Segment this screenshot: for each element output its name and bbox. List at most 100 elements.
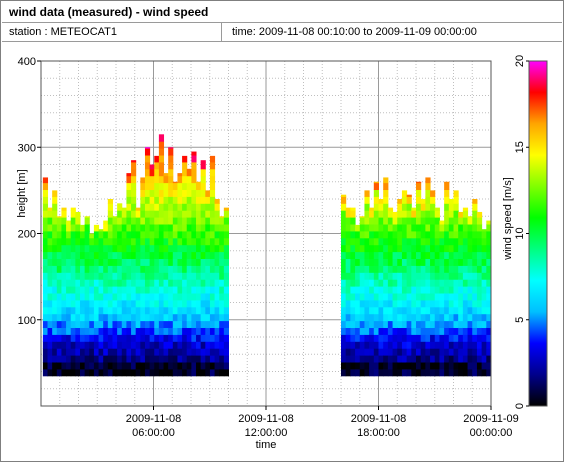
heatmap-cell <box>387 299 394 308</box>
heatmap-cell <box>144 258 151 266</box>
heatmap-cell <box>472 293 478 301</box>
heatmap-cell <box>392 306 398 315</box>
heatmap-cell <box>472 217 478 225</box>
heatmap-cell <box>177 244 183 253</box>
heatmap-cell <box>98 327 104 335</box>
heatmap-cell <box>103 348 109 356</box>
heatmap-cell <box>121 362 127 370</box>
heatmap-cell <box>448 258 454 266</box>
heatmap-cell <box>47 286 53 294</box>
heatmap-cell <box>223 320 229 329</box>
heatmap-cell <box>416 293 422 301</box>
heatmap-cell <box>47 362 53 370</box>
heatmap-cell <box>392 272 398 280</box>
heatmap-cell <box>42 258 49 266</box>
heatmap-cell <box>93 320 100 329</box>
heatmap-cell <box>481 306 487 315</box>
heatmap-cell <box>131 334 137 342</box>
heatmap-cell <box>149 279 155 287</box>
heatmap-cell <box>401 306 408 315</box>
heatmap-cell <box>383 189 389 197</box>
heatmap-cell <box>462 224 469 232</box>
heatmap-cell <box>355 368 361 377</box>
heatmap-cell <box>93 327 100 335</box>
heatmap-cell <box>177 203 183 211</box>
heatmap-cell <box>93 265 100 273</box>
heatmap-cell <box>47 293 53 301</box>
heatmap-cell <box>373 265 379 273</box>
heatmap-cell <box>444 265 450 273</box>
heatmap-cell <box>75 230 81 239</box>
heatmap-cell <box>163 362 169 370</box>
heatmap-cell <box>416 272 422 280</box>
heatmap-cell <box>154 189 160 197</box>
heatmap-cell <box>355 348 361 356</box>
heatmap-cell <box>75 258 81 266</box>
heatmap-cell <box>42 203 49 211</box>
heatmap-cell <box>223 293 229 301</box>
heatmap-cell <box>135 293 141 301</box>
heatmap-cell <box>355 341 361 349</box>
heatmap-cell <box>186 251 192 260</box>
heatmap-cell <box>121 244 127 253</box>
heatmap-cell <box>209 196 216 204</box>
heatmap-cell <box>144 210 151 218</box>
heatmap-cell <box>411 286 417 294</box>
heatmap-cell <box>364 265 370 273</box>
heatmap-cell <box>401 279 408 287</box>
heatmap-cell <box>434 306 440 315</box>
heatmap-cell <box>383 327 389 335</box>
heatmap-cell <box>209 203 216 211</box>
x-tick-label-time: 00:00:00 <box>470 427 513 439</box>
heatmap-cell <box>458 320 464 329</box>
heatmap-cell <box>112 265 118 273</box>
heatmap-cell <box>383 279 389 287</box>
heatmap-cell <box>439 279 445 287</box>
heatmap-cell <box>196 251 202 260</box>
colorbar-tick-label: 0 <box>514 403 526 409</box>
heatmap-cell <box>149 237 155 246</box>
heatmap-cell <box>364 341 370 349</box>
heatmap-cell <box>458 237 464 246</box>
heatmap-cell <box>112 258 118 266</box>
heatmap-cell <box>425 224 431 232</box>
heatmap-cell <box>350 272 356 280</box>
y-axis-label: height [m] <box>16 169 28 217</box>
heatmap-cell <box>401 251 408 260</box>
heatmap-cell <box>425 355 431 363</box>
heatmap-cell <box>439 320 445 329</box>
heatmap-cell <box>47 210 53 218</box>
heatmap-cell <box>345 306 351 315</box>
heatmap-cell <box>80 272 86 280</box>
heatmap-cell <box>93 306 100 315</box>
heatmap-cell <box>401 230 408 239</box>
heatmap-cell <box>369 341 375 349</box>
heatmap-cell <box>182 217 188 225</box>
heatmap-cell <box>448 199 454 204</box>
heatmap-cell <box>387 224 394 232</box>
heatmap-cell <box>158 299 165 308</box>
heatmap-cell <box>135 368 141 377</box>
heatmap-cell <box>214 230 220 239</box>
heatmap-cell <box>406 237 412 246</box>
heatmap-cell <box>121 265 127 273</box>
heatmap-cell <box>223 207 229 211</box>
heatmap-cell <box>154 251 160 260</box>
heatmap-cell <box>168 279 174 287</box>
heatmap-cell <box>107 199 113 204</box>
heatmap-cell <box>411 207 417 211</box>
heatmap-cell <box>214 306 220 315</box>
heatmap-cell <box>373 341 379 349</box>
heatmap-cell <box>472 251 478 260</box>
heatmap-cell <box>154 258 160 266</box>
heatmap-cell <box>200 279 206 287</box>
heatmap-cell <box>182 224 188 232</box>
heatmap-cell <box>205 320 211 329</box>
heatmap-cell <box>89 233 95 239</box>
heatmap-cell <box>453 313 459 322</box>
heatmap-cell <box>42 230 49 239</box>
heatmap-cell <box>56 306 62 315</box>
heatmap-cell <box>416 181 422 184</box>
heatmap-cell <box>135 265 141 273</box>
heatmap-cell <box>341 210 347 218</box>
